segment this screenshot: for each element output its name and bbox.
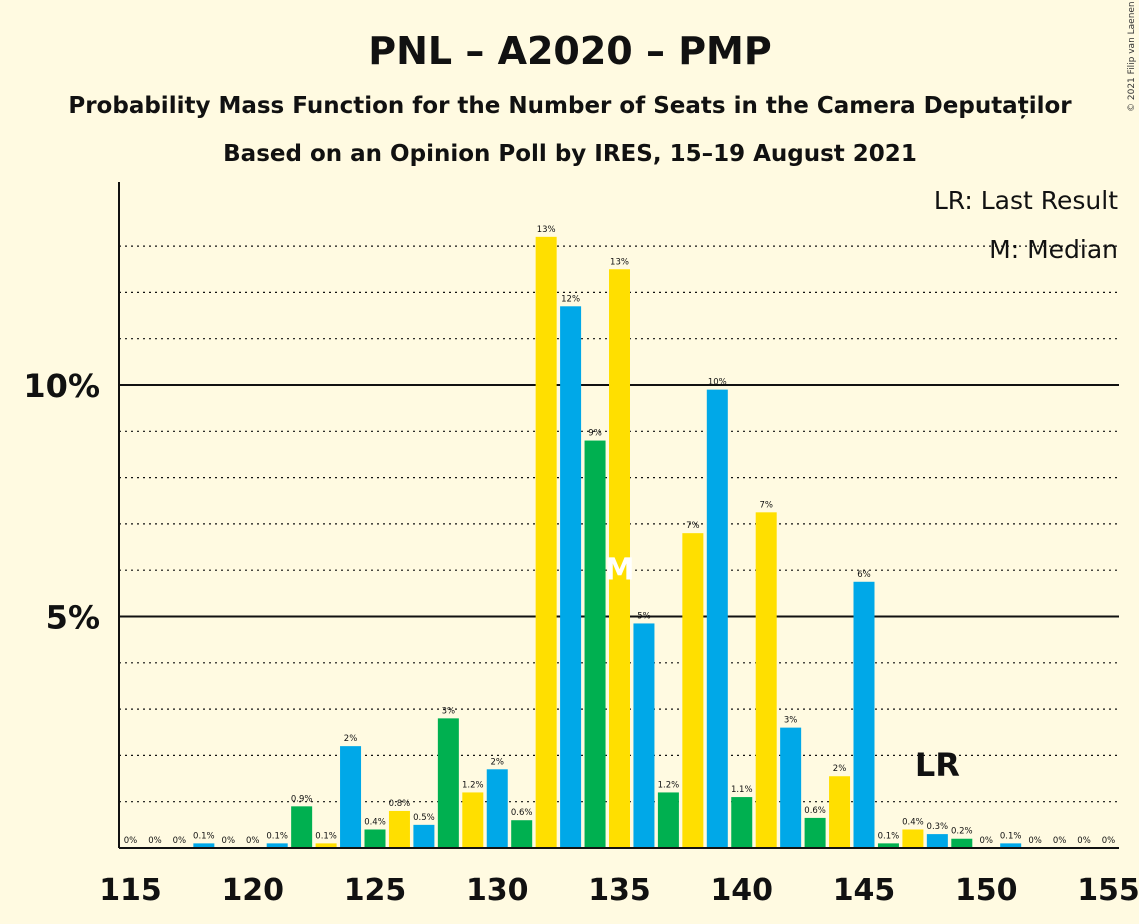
- median-marker: M: [605, 552, 635, 587]
- data-label-seat-149: 0.2%: [951, 827, 973, 837]
- bar-seat-136: [633, 623, 655, 848]
- bar-seat-123: [315, 843, 337, 848]
- data-label-seat-146: 0.1%: [878, 831, 900, 841]
- data-label-seat-142: 3%: [784, 716, 798, 726]
- data-label-seat-141: 7%: [759, 500, 773, 510]
- chart-title: PNL – A2020 – PMP: [368, 29, 771, 73]
- bar-seat-146: [877, 843, 899, 848]
- data-label-seat-154: 0%: [1077, 836, 1091, 846]
- bar-seat-135: [609, 269, 630, 848]
- bar-data-labels: 0% 0% 0% 0.1% 0% 0% 0.1%0.9%0.1%2%0.4%0.8%0.5%…: [124, 225, 1116, 846]
- data-label-seat-145: 6%: [857, 570, 871, 580]
- bar-seat-118: [193, 843, 215, 848]
- bar-seat-130: [486, 769, 508, 848]
- x-tick-label: 145: [833, 873, 896, 908]
- bar-seat-128: [437, 718, 459, 848]
- data-label-seat-136: 5%: [637, 611, 651, 621]
- y-tick-label: 5%: [46, 599, 100, 637]
- data-label-seat-147: 0.4%: [902, 817, 924, 827]
- bar-seat-133: [560, 306, 582, 848]
- bar-seat-149: [951, 838, 973, 848]
- data-label-seat-144: 2%: [833, 764, 847, 774]
- x-tick-label: 150: [955, 873, 1018, 908]
- data-label-seat-118: 0.1%: [193, 831, 215, 841]
- data-label-seat-151: 0.1%: [1000, 831, 1022, 841]
- y-tick-label: 10%: [23, 367, 100, 405]
- chart-subtitle-1: Probability Mass Function for the Number…: [68, 93, 1072, 119]
- x-tick-label: 140: [710, 873, 773, 908]
- bar-seat-129: [462, 792, 484, 848]
- bar-seat-151: [1000, 843, 1022, 848]
- data-label-seat-131: 0.6%: [511, 808, 533, 818]
- last-result-marker: LR: [915, 746, 960, 784]
- data-label-seat-129: 1.2%: [462, 780, 484, 790]
- bar-seat-131: [511, 820, 533, 848]
- bars: [193, 236, 1022, 849]
- bar-seat-148: [926, 834, 948, 848]
- data-label-seat-143: 0.6%: [804, 806, 826, 816]
- data-label-seat-126: 0.8%: [389, 799, 411, 809]
- x-tick-label: 130: [466, 873, 529, 908]
- bar-seat-127: [413, 824, 435, 848]
- data-label-seat-127: 0.5%: [413, 813, 435, 823]
- data-label-seat-155: 0%: [1102, 836, 1116, 846]
- data-label-seat-133: 12%: [561, 294, 580, 304]
- bar-seat-138: [682, 533, 704, 848]
- data-label-seat-140: 1.1%: [731, 785, 753, 795]
- bar-seat-142: [780, 727, 802, 848]
- x-tick-label: 155: [1077, 873, 1139, 908]
- data-label-seat-130: 2%: [491, 757, 505, 767]
- data-label-seat-122: 0.9%: [291, 794, 313, 804]
- copyright-note: © 2021 Filip van Laenen: [1127, 1, 1137, 112]
- x-tick-label: 135: [588, 873, 651, 908]
- data-label-seat-128: 3%: [442, 706, 456, 716]
- data-label-seat-148: 0.3%: [927, 822, 949, 832]
- legend-median: M: Median: [989, 235, 1118, 264]
- bar-seat-137: [657, 792, 679, 848]
- bar-seat-121: [266, 843, 288, 848]
- data-label-seat-153: 0%: [1053, 836, 1067, 846]
- data-label-seat-119: 0%: [222, 836, 236, 846]
- bar-seat-124: [340, 746, 362, 848]
- x-axis-ticks: 115 120 125 130 135 140 145 150 155: [99, 873, 1139, 908]
- data-label-seat-116: 0%: [148, 836, 162, 846]
- bar-seat-144: [829, 776, 851, 848]
- data-label-seat-121: 0.1%: [266, 831, 288, 841]
- data-label-seat-115: 0%: [124, 836, 138, 846]
- data-label-seat-135: 13%: [610, 257, 629, 267]
- x-tick-label: 120: [221, 873, 284, 908]
- data-label-seat-134: 9%: [588, 429, 602, 439]
- bar-seat-143: [804, 817, 826, 848]
- bar-seat-147: [902, 829, 924, 848]
- data-label-seat-150: 0%: [980, 836, 994, 846]
- bar-seat-134: [584, 440, 606, 848]
- data-label-seat-125: 0.4%: [364, 817, 386, 827]
- bar-seat-122: [291, 806, 313, 848]
- data-label-seat-139: 10%: [708, 378, 727, 388]
- data-label-seat-152: 0%: [1028, 836, 1042, 846]
- bar-seat-125: [364, 829, 386, 848]
- bar-seat-145: [853, 581, 875, 848]
- x-tick-label: 125: [344, 873, 407, 908]
- data-label-seat-124: 2%: [344, 734, 358, 744]
- bar-seat-141: [755, 512, 777, 848]
- data-label-seat-138: 7%: [686, 521, 700, 531]
- data-label-seat-120: 0%: [246, 836, 260, 846]
- bar-seat-139: [706, 389, 728, 848]
- x-tick-label: 115: [99, 873, 162, 908]
- data-label-seat-132: 13%: [537, 225, 556, 235]
- data-label-seat-137: 1.2%: [658, 780, 680, 790]
- bar-seat-140: [731, 797, 753, 848]
- data-label-seat-123: 0.1%: [315, 831, 337, 841]
- bar-seat-126: [388, 810, 410, 848]
- data-label-seat-117: 0%: [173, 836, 187, 846]
- y-axis-ticks: 5% 10%: [23, 367, 100, 637]
- bar-seat-132: [535, 236, 557, 849]
- chart-subtitle-2: Based on an Opinion Poll by IRES, 15–19 …: [223, 141, 917, 167]
- legend-last-result: LR: Last Result: [934, 186, 1118, 215]
